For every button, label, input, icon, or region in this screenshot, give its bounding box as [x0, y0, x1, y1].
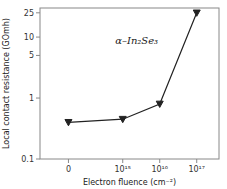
x-tick-label: 10¹⁷	[188, 165, 205, 174]
title: α–In₂Se₃	[115, 35, 158, 46]
y-tick-label: 25	[24, 9, 34, 18]
y-tick	[36, 98, 40, 99]
data-point	[65, 119, 72, 125]
x-tick-label: 0	[66, 165, 71, 174]
x-axis-label: Electron fluence (cm⁻²)	[83, 178, 176, 187]
data-line	[68, 13, 196, 122]
y-tick	[36, 37, 40, 38]
x-tick-label: 10¹⁵	[114, 165, 131, 174]
plot-area	[65, 10, 200, 126]
x-tick	[196, 159, 197, 163]
y-tick	[36, 12, 40, 13]
y-tick-label: 0.1	[21, 155, 34, 164]
y-axis-label: Local contact resistance (GOmh)	[2, 18, 11, 149]
data-point	[119, 116, 126, 122]
y-tick	[36, 159, 40, 160]
x-tick	[159, 159, 160, 163]
x-tick	[68, 159, 69, 163]
y-tick-label: 5	[29, 51, 34, 60]
x-tick	[122, 159, 123, 163]
plot-frame	[40, 8, 219, 159]
x-tick-label: 10¹⁶	[151, 165, 168, 174]
data-point	[193, 10, 200, 16]
chart: 0 10¹⁵ 10¹⁶ 10¹⁷ 0.1 1 5 10 25 Electron fluence (…	[0, 0, 227, 189]
y-tick-label: 10	[24, 33, 34, 42]
data-point	[156, 101, 163, 107]
y-tick-label: 1	[29, 94, 34, 103]
y-tick	[36, 55, 40, 56]
